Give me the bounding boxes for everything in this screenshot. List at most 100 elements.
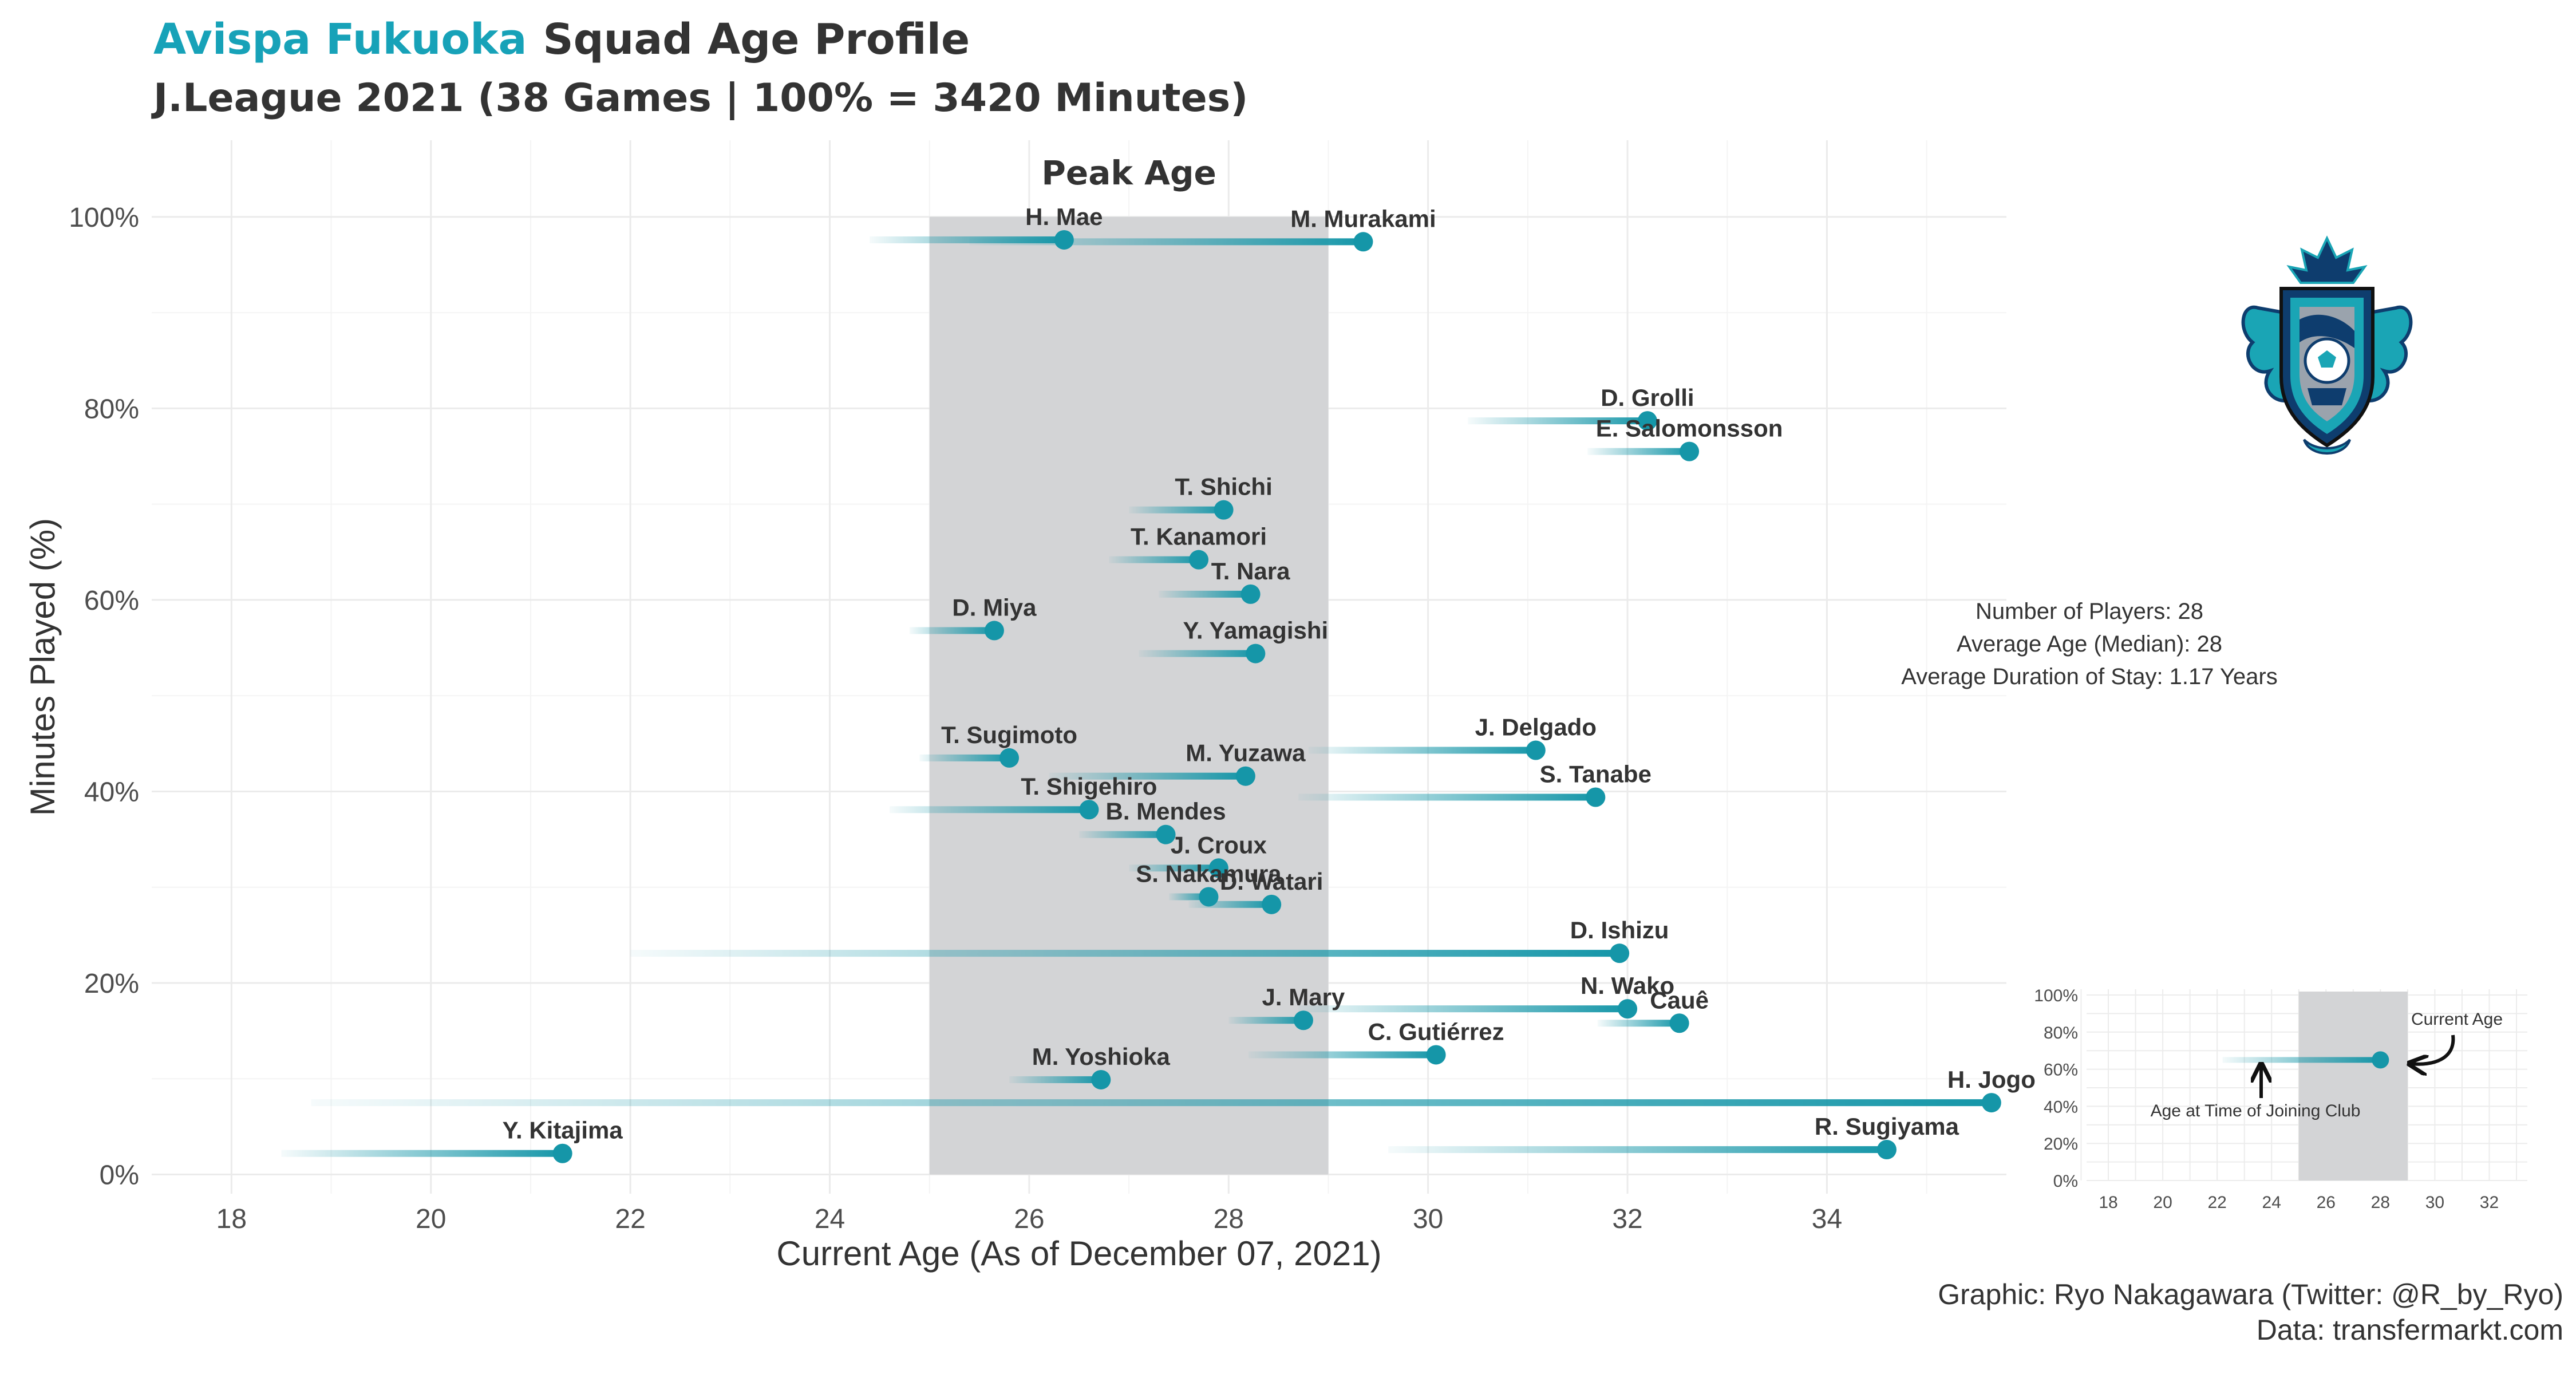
x-tick-label: 30 [1413,1204,1443,1234]
current-age-point [1618,999,1638,1019]
player-t-shichi: T. Shichi [1129,473,1273,520]
player-label: M. Yoshioka [1032,1043,1171,1070]
y-tick-label: 0% [100,1160,139,1191]
stay-segment [919,754,1010,761]
player-label: B. Mendes [1106,798,1226,825]
player-t-kanamori: T. Kanamori [1109,523,1267,570]
peak-age-band [929,216,1329,1175]
player-t-shigehiro: T. Shigehiro [890,773,1157,820]
stat-stay: Average Duration of Stay: 1.17 Years [1901,664,2278,689]
stay-segment [1308,747,1536,754]
current-age-point [1426,1045,1446,1065]
player-label: J. Delgado [1475,714,1597,741]
current-age-point [1680,441,1700,461]
inset-y-tick: 80% [2044,1024,2078,1043]
x-tick-label: 22 [615,1204,645,1234]
stay-segment [1468,417,1647,425]
stay-segment [1079,831,1166,838]
player-label: S. Nakamura [1136,860,1282,887]
current-age-point [1214,500,1234,520]
player-j-croux: J. Croux [1129,831,1267,878]
current-age-point [1637,411,1657,431]
player-d-ishizu: D. Ishizu [630,917,1669,964]
inset-x-tick: 18 [2099,1193,2117,1212]
peak-age-label: Peak Age [1041,153,1216,192]
player-caue: Cauê [1597,986,1709,1033]
player-d-grolli: D. Grolli [1468,384,1694,431]
inset-y-tick: 100% [2034,986,2078,1005]
stay-segment [1587,448,1690,455]
y-axis-label: Minutes Played (%) [23,518,62,816]
y-tick-label: 20% [84,969,139,999]
player-label: M. Yuzawa [1186,740,1306,767]
player-label: N. Wako [1581,972,1674,999]
x-tick-label: 20 [416,1204,446,1234]
player-d-miya: D. Miya [909,594,1037,641]
y-tick-label: 100% [69,203,139,233]
player-m-yoshioka: M. Yoshioka [1009,1043,1171,1089]
player-e-salomonsson: E. Salomonsson [1587,415,1783,461]
credit-graphic: Graphic: Ryo Nakagawara (Twitter: @R_by_… [1938,1278,2563,1310]
current-age-point [1240,584,1261,604]
stay-segment [890,806,1089,814]
title-rest: Squad Age Profile [543,15,970,64]
inset-y-tick: 20% [2044,1135,2078,1154]
current-age-point [1353,232,1373,252]
player-label: T. Shigehiro [1021,773,1157,800]
squad-stats: Number of Players: 28 Average Age (Media… [1797,595,2381,693]
chart-title: Avispa Fukuoka Squad Age Profile [153,15,970,64]
current-age-point [1091,1069,1111,1089]
inset-y-tick: 0% [2053,1172,2078,1191]
inset-x-tick: 32 [2480,1193,2499,1212]
inset-x-tick: 24 [2262,1193,2281,1212]
stay-segment [1159,590,1251,598]
player-label: T. Nara [1211,558,1290,585]
stay-segment [1249,1051,1436,1059]
current-age-point [1669,1013,1689,1033]
player-label: E. Salomonsson [1596,415,1783,442]
current-age-point [1526,740,1546,760]
avispa-fukuoka-crest-icon [2241,235,2413,455]
current-age-point [984,621,1004,641]
player-j-mary: J. Mary [1228,984,1345,1030]
stay-segment [1388,1146,1887,1154]
stay-segment [1009,1076,1101,1083]
inset-peak-band [2298,992,2408,1180]
stay-segment [969,238,1364,246]
player-t-nara: T. Nara [1159,558,1290,604]
stay-segment [1597,1020,1680,1027]
current-age-point [1293,1010,1313,1030]
player-b-mendes: B. Mendes [1079,798,1226,844]
inset-example-segment [2222,1057,2381,1063]
player-label: R. Sugiyama [1815,1113,1959,1140]
inset-example-point [2372,1051,2389,1069]
player-label: Y. Kitajima [503,1117,623,1144]
player-label: D. Grolli [1601,384,1694,411]
stay-segment [1298,1005,1628,1013]
player-label: Cauê [1650,986,1709,1013]
player-label: S. Tanabe [1540,760,1652,787]
player-label: D. Miya [952,594,1037,621]
x-tick-label: 24 [815,1204,845,1234]
player-label: H. Mae [1025,203,1103,230]
player-label: D. Watari [1220,868,1323,895]
x-tick-label: 34 [1812,1204,1842,1234]
current-age-point [1981,1093,2001,1113]
player-y-kitajima: Y. Kitajima [281,1117,623,1163]
inset-y-tick: 40% [2044,1097,2078,1116]
current-age-point [1156,824,1176,844]
player-j-delgado: J. Delgado [1308,714,1597,760]
stay-segment [1049,772,1246,780]
current-age-point [1235,766,1255,786]
player-r-sugiyama: R. Sugiyama [1388,1113,1959,1160]
x-tick-label: 18 [216,1204,247,1234]
current-age-arrow [2411,1035,2455,1064]
joining-age-annotation: Age at Time of Joining Club [2151,1101,2361,1120]
y-tick-label: 80% [84,394,139,424]
stay-segment [1298,793,1596,801]
current-age-point [1189,550,1209,570]
x-axis-label: Current Age (As of December 07, 2021) [776,1234,1381,1273]
current-age-point [999,748,1020,768]
